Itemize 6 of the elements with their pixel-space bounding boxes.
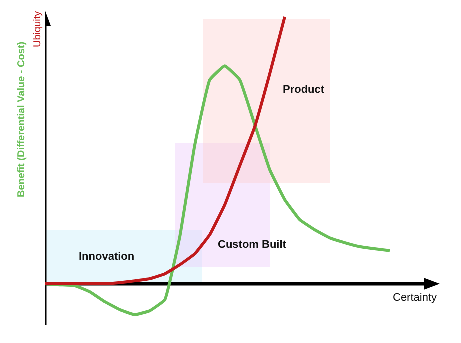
x-axis-title: Certainty — [393, 292, 438, 304]
y-axis-title: Benefit (Differential Value - Cost) — [16, 42, 28, 198]
annotation: Custom Built — [218, 239, 287, 251]
annotation: Product — [283, 84, 325, 96]
y2-axis-title: Ubiquity — [32, 11, 44, 48]
annotation: Innovation — [79, 251, 135, 263]
